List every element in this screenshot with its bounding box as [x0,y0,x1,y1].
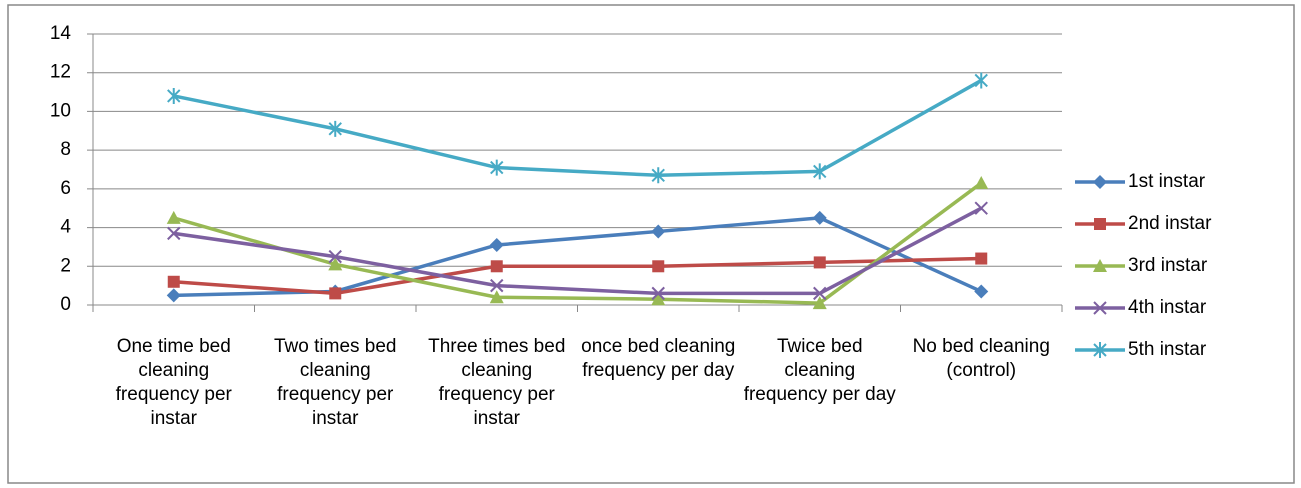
marker [812,296,827,310]
y-tick-label: 2 [60,255,71,276]
y-tick-label: 10 [50,100,71,121]
marker [651,224,666,239]
marker [1094,218,1106,230]
marker [813,286,827,301]
chart-border [7,4,1295,484]
x-tick-label: Two times bed cleaning frequency per ins… [274,336,397,429]
marker [974,284,989,299]
legend-label: 5th instar [1128,339,1207,360]
marker [975,252,988,265]
marker [167,275,180,288]
series-line [173,78,983,178]
marker [489,237,504,252]
marker [974,72,988,89]
y-tick-label: 6 [60,178,71,199]
marker [329,287,342,300]
marker [490,278,504,293]
x-tick-label: Twice bed cleaning frequency per day [743,336,896,405]
marker [166,288,181,303]
marker [1093,301,1107,315]
marker [166,210,181,224]
legend-label: 3rd instar [1128,255,1208,276]
marker [328,257,343,271]
marker [490,159,504,176]
marker [167,226,181,241]
marker [974,201,988,215]
marker [167,87,181,104]
marker [1093,175,1107,189]
marker [489,290,504,304]
x-tick-label: once bed cleaning frequency per day [581,336,736,381]
marker [1093,342,1107,358]
x-tick-label: One time bed cleaning frequency per inst… [115,336,232,429]
marker [813,256,826,269]
marker [813,163,827,180]
marker [651,292,666,306]
legend-label: 1st instar [1128,171,1206,192]
x-tick-label: Three times bed cleaning frequency per i… [428,336,566,429]
marker [812,210,827,225]
series-line [173,256,982,296]
y-tick-label: 4 [60,217,71,238]
marker [651,167,665,184]
legend-label: 2nd instar [1128,213,1212,234]
y-tick-label: 0 [60,294,71,315]
series-line [173,206,983,296]
marker [1093,259,1107,272]
y-tick-label: 12 [50,62,71,83]
y-tick-label: 8 [60,139,71,160]
legend-label: 4th instar [1128,297,1207,318]
marker [328,249,342,264]
series-line [173,181,983,305]
marker [652,260,665,273]
x-tick-label: No bed cleaning (control) [912,336,1050,381]
marker [328,120,342,137]
marker [490,260,503,273]
y-tick-label: 14 [50,23,72,44]
marker [974,176,989,190]
marker [651,286,665,301]
